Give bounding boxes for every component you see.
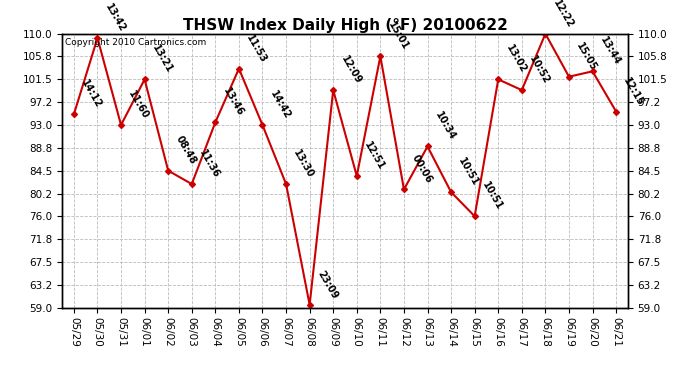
Text: 13:02: 13:02 [504, 44, 528, 75]
Text: 15:01: 15:01 [386, 20, 410, 52]
Text: 13:42: 13:42 [103, 2, 127, 34]
Text: 13:30: 13:30 [292, 148, 316, 180]
Text: 10:51: 10:51 [480, 180, 504, 212]
Text: 00:06: 00:06 [409, 153, 433, 185]
Text: 11:60: 11:60 [126, 89, 150, 121]
Text: 10:52: 10:52 [527, 54, 551, 86]
Text: 13:44: 13:44 [598, 35, 622, 67]
Text: 12:09: 12:09 [339, 54, 363, 86]
Text: 12:22: 12:22 [551, 0, 575, 30]
Text: 13:21: 13:21 [150, 44, 175, 75]
Text: 14:12: 14:12 [79, 78, 104, 110]
Text: 11:36: 11:36 [197, 148, 221, 180]
Text: 12:15: 12:15 [622, 76, 646, 107]
Text: 23:09: 23:09 [315, 269, 339, 301]
Text: 08:48: 08:48 [174, 134, 198, 166]
Text: 12:51: 12:51 [362, 140, 386, 172]
Text: 11:53: 11:53 [244, 33, 268, 64]
Text: Copyright 2010 Cartronics.com: Copyright 2010 Cartronics.com [65, 38, 206, 47]
Text: 13:46: 13:46 [221, 86, 245, 118]
Title: THSW Index Daily High (°F) 20100622: THSW Index Daily High (°F) 20100622 [183, 18, 507, 33]
Text: 15:05: 15:05 [575, 40, 599, 72]
Text: 10:34: 10:34 [433, 111, 457, 142]
Text: 10:51: 10:51 [457, 156, 481, 188]
Text: 14:42: 14:42 [268, 89, 292, 121]
